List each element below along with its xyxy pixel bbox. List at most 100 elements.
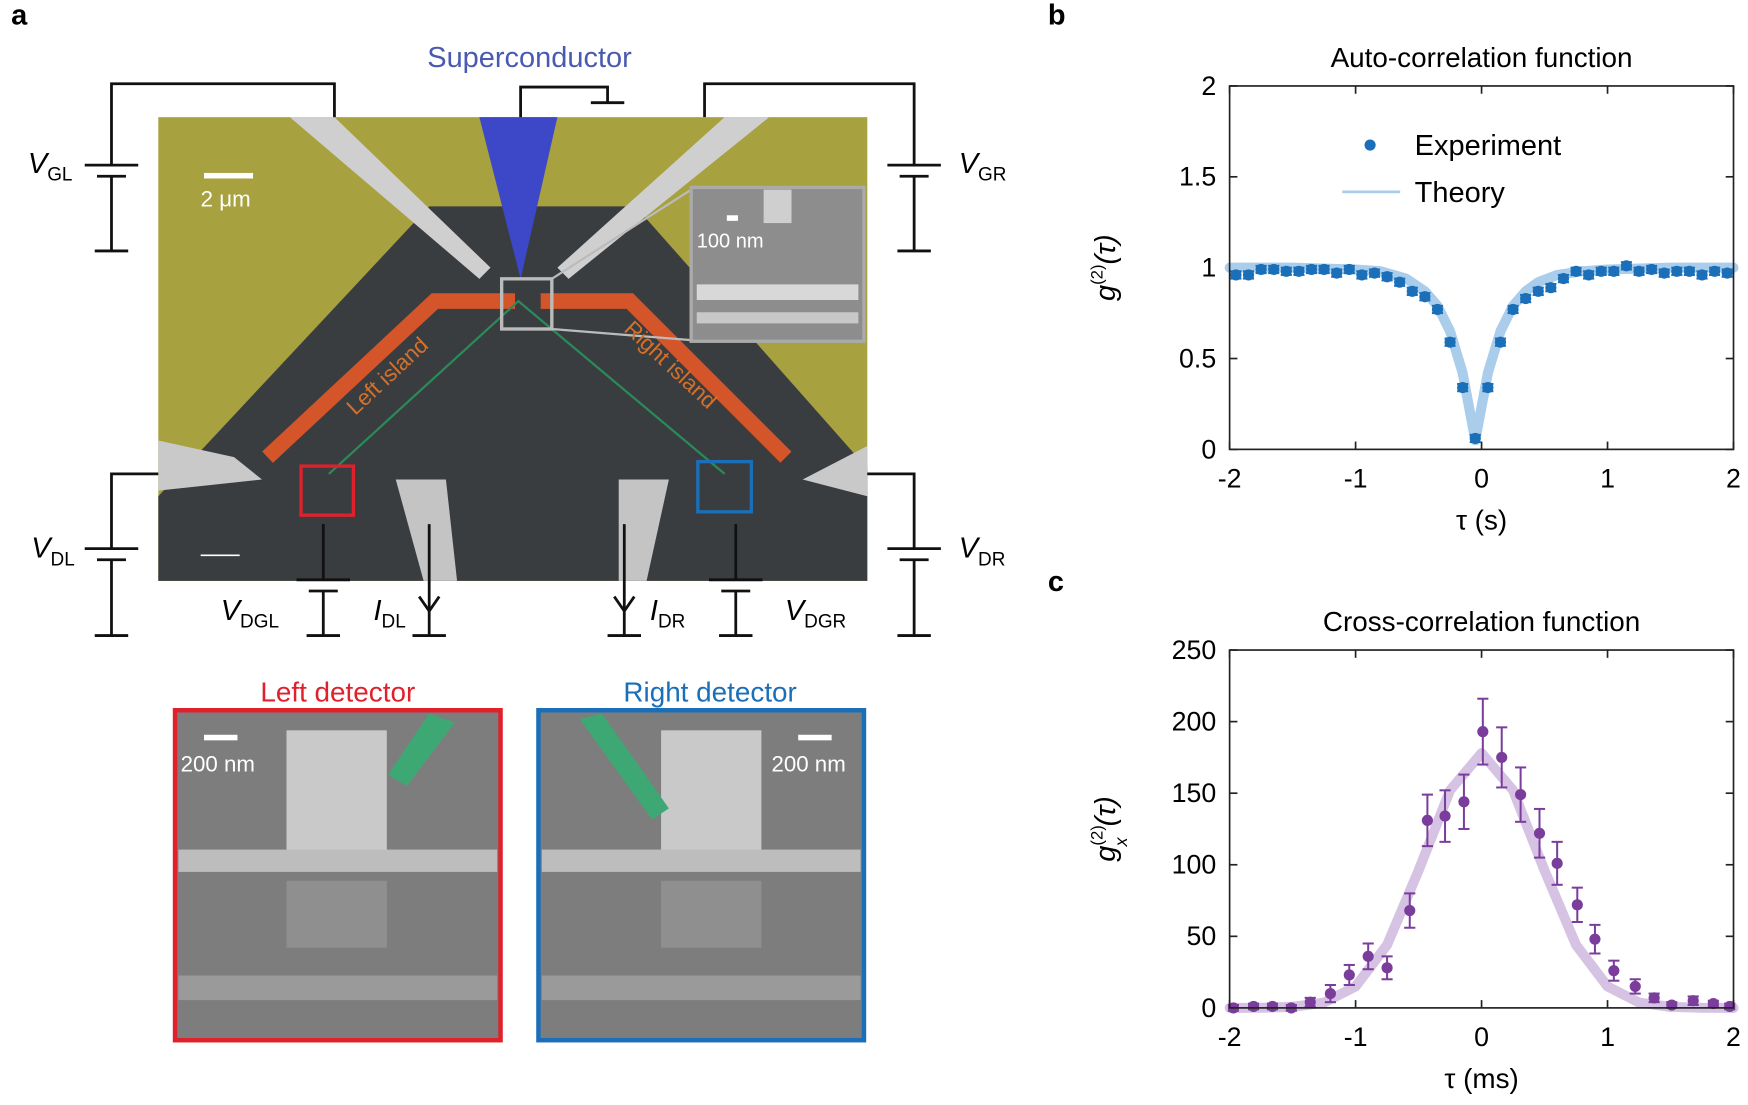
y-label-symbol: g — [1090, 846, 1122, 862]
source-label: VGL — [28, 148, 73, 186]
right-detector-frame — [536, 708, 867, 1043]
source-label: VDGR — [785, 595, 846, 633]
chart-title: Auto-correlation function — [1331, 42, 1633, 73]
source-symbol: V — [959, 533, 981, 565]
scale-bar — [798, 734, 832, 741]
data-point — [1683, 265, 1695, 277]
zoom-line — [551, 327, 692, 342]
data-point — [1477, 726, 1489, 738]
wire — [110, 82, 336, 166]
x-tick-label: 0 — [1474, 463, 1489, 493]
x-tick-label: 2 — [1726, 1022, 1741, 1052]
detector-structure — [541, 849, 861, 872]
data-point — [1318, 263, 1330, 276]
y-tick-label: 50 — [1186, 921, 1216, 951]
data-point — [1482, 382, 1494, 394]
circuit — [84, 82, 941, 637]
y-tick-label: 1.5 — [1179, 162, 1216, 192]
y-label-symbol: g — [1090, 285, 1122, 301]
source-label: IDR — [650, 595, 685, 633]
panel-label: a — [11, 0, 28, 32]
source-symbol: V — [221, 595, 243, 627]
y-tick-label: 2 — [1201, 71, 1216, 101]
source-symbol: V — [28, 148, 50, 180]
y-tick-label: 0 — [1201, 434, 1216, 464]
drain-lead — [395, 479, 458, 581]
data-point — [1671, 265, 1683, 277]
data-point — [1557, 272, 1570, 285]
data-point — [1255, 263, 1267, 276]
wire — [110, 472, 159, 549]
data-point — [1331, 267, 1343, 279]
data-point — [1608, 965, 1620, 977]
scale-bar — [204, 734, 238, 741]
left-detector-box — [299, 464, 356, 517]
y-axis-label: g(2)(τ) — [1088, 234, 1122, 301]
wire — [519, 85, 609, 118]
legend-label: Experiment — [1415, 130, 1562, 162]
scale-label: 2 μm — [201, 186, 251, 211]
inset-structure — [763, 189, 792, 224]
scale-bar — [204, 172, 254, 179]
data-point — [1608, 265, 1620, 277]
left-detector-frame — [172, 708, 503, 1043]
data-point — [1620, 260, 1633, 272]
detector-structure — [286, 880, 387, 948]
zoom-line — [551, 188, 692, 280]
source-symbol: V — [31, 533, 53, 565]
coupling-line — [328, 299, 726, 475]
data-point — [1520, 292, 1532, 305]
data-point — [1304, 996, 1316, 1008]
drain-lead — [618, 479, 669, 581]
data-point — [1404, 904, 1416, 917]
right-island — [540, 293, 792, 463]
scale-bar — [726, 215, 738, 221]
source-symbol: I — [650, 595, 658, 627]
detector-pad — [286, 730, 387, 859]
theory-curve — [1224, 748, 1739, 1013]
data-point — [1648, 992, 1660, 1004]
y-label-superscript: (2) — [1088, 825, 1107, 845]
data-point — [1532, 285, 1544, 297]
coupling-strip — [579, 713, 669, 820]
x-tick-label: -1 — [1344, 1022, 1368, 1052]
gate-lead — [557, 117, 770, 279]
source-subscript: GR — [978, 165, 1006, 186]
data-point — [1230, 269, 1242, 281]
scale-label: 100 nm — [697, 231, 764, 253]
source-symbol: V — [959, 148, 981, 180]
source-label: VDL — [31, 533, 75, 571]
source-symbol: I — [373, 595, 381, 627]
data-point — [1305, 263, 1318, 276]
data-point — [1533, 827, 1546, 839]
plot-frame — [1228, 649, 1735, 1009]
arrow — [418, 595, 441, 614]
source-label: VGR — [959, 148, 1007, 186]
data-point — [1421, 814, 1433, 826]
data-point — [1515, 789, 1527, 801]
source-subscript: DL — [51, 549, 75, 570]
y-tick-label: 150 — [1172, 778, 1217, 808]
data-point — [1696, 269, 1708, 281]
data-point — [1571, 899, 1583, 911]
scale-label: 200 nm — [771, 752, 845, 777]
data-point — [1280, 265, 1292, 277]
wire — [703, 82, 916, 166]
y-axis-label: g(2) x (τ) — [1088, 796, 1132, 862]
data-point — [1551, 857, 1563, 869]
x-tick-label: -2 — [1218, 1022, 1242, 1052]
data-point — [1406, 285, 1418, 297]
data-point — [1381, 271, 1393, 283]
gate-lead — [289, 117, 491, 279]
chart-title: Cross-correlation function — [1323, 606, 1640, 637]
x-tick-label: -2 — [1218, 463, 1242, 493]
plot-frame — [1228, 85, 1735, 451]
source-subscript: DR — [658, 612, 685, 633]
data-point — [1368, 267, 1381, 279]
data-point — [1709, 265, 1721, 277]
source-subscript: DL — [382, 612, 406, 633]
detector-structure — [178, 975, 498, 1001]
data-point — [1469, 432, 1481, 445]
